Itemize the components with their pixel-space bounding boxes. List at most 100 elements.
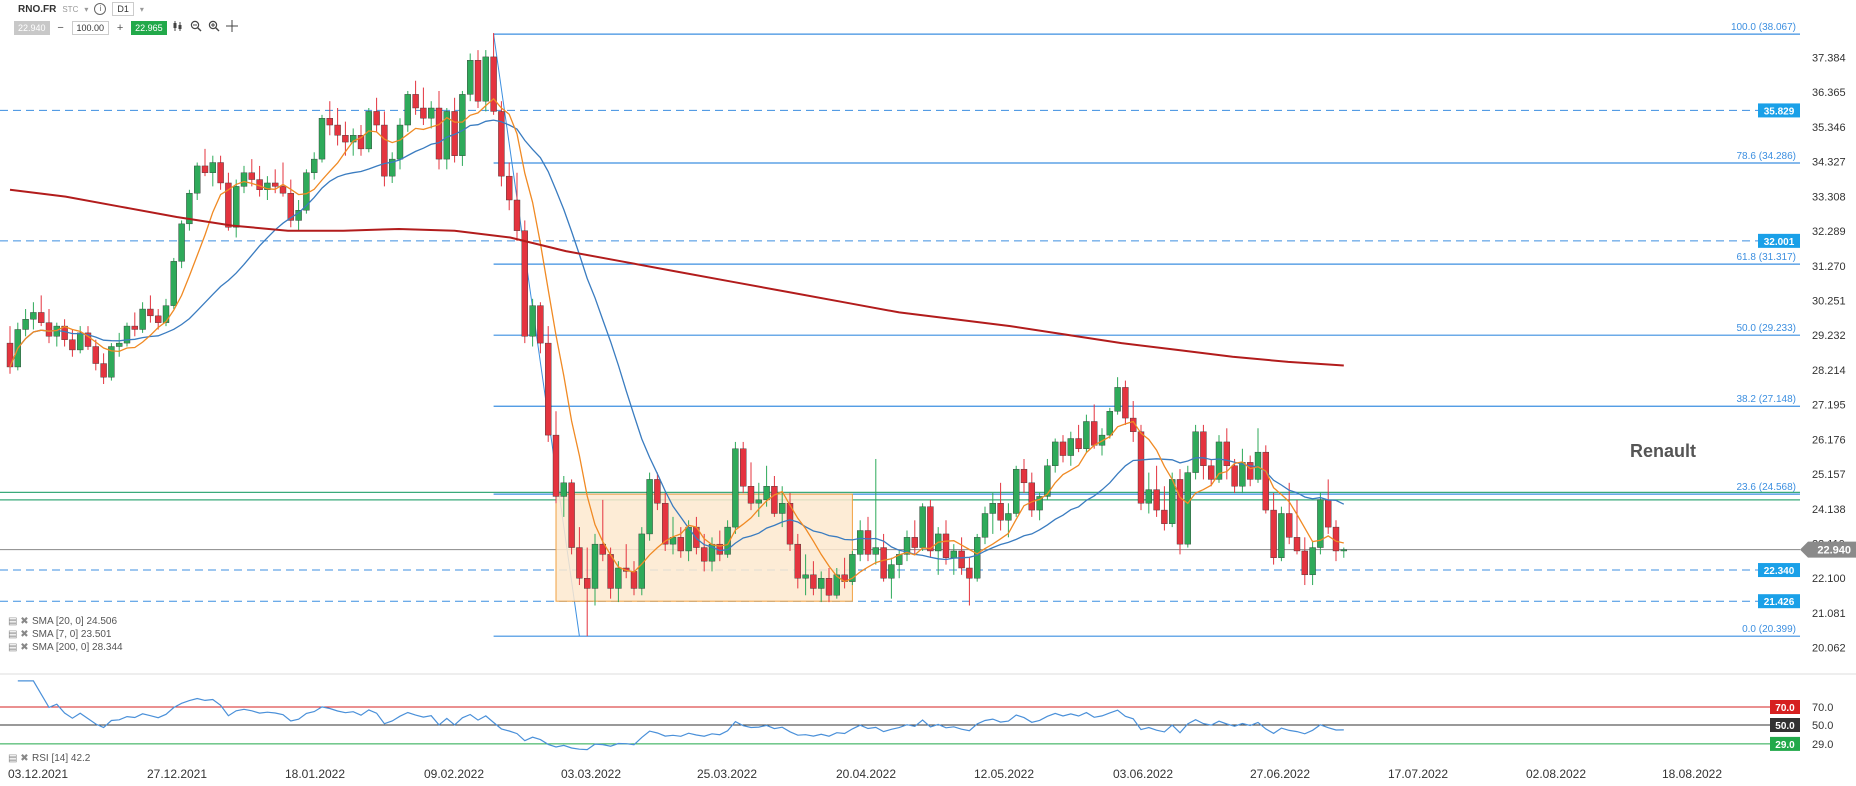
rsi-line [17, 680, 1344, 751]
y-tick-label: 29.232 [1812, 330, 1846, 342]
legend-icon: ▤ ✖ [8, 616, 29, 627]
rsi-level-badge [1770, 718, 1800, 732]
zoom-in-icon[interactable] [207, 20, 221, 35]
y-tick-label: 33.308 [1812, 191, 1846, 203]
candle-body [584, 578, 591, 589]
legend-sma20[interactable]: SMA [20, 0] 24.506 [32, 616, 117, 627]
rsi-y-tick: 70.0 [1812, 702, 1833, 714]
candle-body [763, 486, 770, 501]
candle-body [740, 448, 747, 487]
candle-body [420, 107, 427, 119]
candle-body [506, 175, 513, 201]
chevron-down-icon[interactable]: ▾ [84, 4, 89, 14]
candle-body [108, 346, 115, 378]
candle-body [849, 554, 856, 582]
candle-body [802, 574, 809, 579]
candle-body [1083, 421, 1090, 449]
lot-input[interactable]: 100.00 [71, 20, 110, 35]
candle-body [1270, 509, 1277, 558]
legend-sma200[interactable]: SMA [200, 0] 28.344 [32, 642, 123, 653]
candle-body [1044, 465, 1051, 497]
candle-body [1098, 434, 1106, 446]
candle-body [1059, 441, 1067, 456]
candle-body [1036, 496, 1043, 511]
candle-body [1324, 499, 1332, 528]
y-tick-label: 32.289 [1812, 226, 1846, 238]
axes: 37.384 36.365 35.346 34.327 33.308 32.289 31.2… [0, 52, 1856, 781]
legend-sma7[interactable]: SMA [7, 0] 23.501 [32, 629, 112, 640]
candle-body [467, 60, 474, 95]
candle-body [630, 571, 638, 589]
candle-body [950, 550, 957, 558]
level-badge-text: 21.426 [1764, 597, 1795, 608]
interval-select[interactable]: D1 [112, 2, 134, 16]
candles-icon[interactable] [171, 20, 185, 35]
rsi-level-badge-text: 70.0 [1775, 703, 1795, 714]
candle-body [755, 499, 762, 504]
ask-price[interactable]: 22.965 [131, 20, 167, 35]
candle-body [1122, 387, 1129, 419]
candle-body [1301, 550, 1309, 576]
symbol-label[interactable]: RNO.FR [18, 3, 57, 15]
candle-body [927, 506, 934, 552]
candle-body [1215, 441, 1223, 480]
candle-body [833, 574, 840, 596]
x-tick-label: 03.12.2021 [8, 767, 68, 781]
rsi-pane: 70.0 70.0 50.0 50.0 29.0 29.0 [0, 680, 1833, 751]
candle-body [396, 124, 404, 160]
level-badge [1758, 594, 1800, 609]
current-price-text: 22.940 [1817, 545, 1851, 557]
candle-body [123, 325, 131, 344]
candle-body [646, 479, 653, 535]
candle-body [318, 118, 326, 160]
candle-body [217, 162, 224, 184]
candle-body [279, 186, 287, 194]
candle-body [357, 135, 365, 150]
y-tick-label: 36.365 [1812, 87, 1846, 99]
x-tick-label: 17.07.2022 [1388, 767, 1448, 781]
indicator-legend: ▤ ✖ SMA [20, 0] 24.506 ▤ ✖ SMA [7, 0] 23… [8, 616, 123, 764]
candle-body [162, 305, 170, 323]
moving-averages [9, 97, 1345, 583]
candle-body [186, 192, 193, 225]
candle-body [435, 107, 443, 160]
lot-decrease-button[interactable]: − [57, 21, 64, 34]
legend-rsi[interactable]: RSI [14] 42.2 [32, 753, 91, 764]
candle-body [264, 182, 271, 190]
legend-icon: ▤ ✖ [8, 753, 29, 764]
candle-body [1176, 479, 1184, 545]
y-tick-label: 31.270 [1812, 261, 1846, 273]
x-tick-label: 03.03.2022 [561, 767, 621, 781]
candle-body [389, 158, 396, 177]
candle-body [779, 503, 786, 514]
candle-body [576, 547, 583, 579]
candle-body [1020, 468, 1028, 484]
candle-body [443, 111, 450, 160]
lot-increase-button[interactable]: + [116, 21, 124, 34]
interval-chevron-icon[interactable]: ▾ [139, 4, 144, 14]
crosshair-icon[interactable] [225, 20, 239, 35]
instrument-type[interactable]: STC [62, 4, 79, 14]
x-tick-label: 12.05.2022 [974, 767, 1034, 781]
zoom-out-icon[interactable] [189, 20, 203, 35]
candle-body [599, 543, 606, 555]
candle-body [1005, 513, 1012, 521]
info-icon[interactable]: i [94, 3, 107, 15]
bid-price[interactable]: 22.940 [14, 20, 50, 35]
level-badge-text: 22.340 [1764, 566, 1795, 577]
y-tick-label: 28.214 [1812, 365, 1846, 377]
candle-body [615, 567, 622, 589]
x-tick-label: 03.06.2022 [1113, 767, 1173, 781]
candle-body [810, 574, 817, 589]
candle-body [786, 503, 794, 545]
candle-body [732, 448, 739, 528]
y-tick-label: 24.138 [1812, 504, 1846, 516]
candle-body [724, 526, 731, 555]
fib-label: 61.8 (31.317) [1737, 252, 1797, 263]
horizontal-levels: 35.829 32.001 22.340 21.426 [0, 103, 1800, 609]
candle-body [1278, 513, 1285, 558]
candle-body [942, 533, 950, 558]
level-badge [1758, 563, 1800, 578]
x-tick-label: 27.12.2021 [147, 767, 207, 781]
